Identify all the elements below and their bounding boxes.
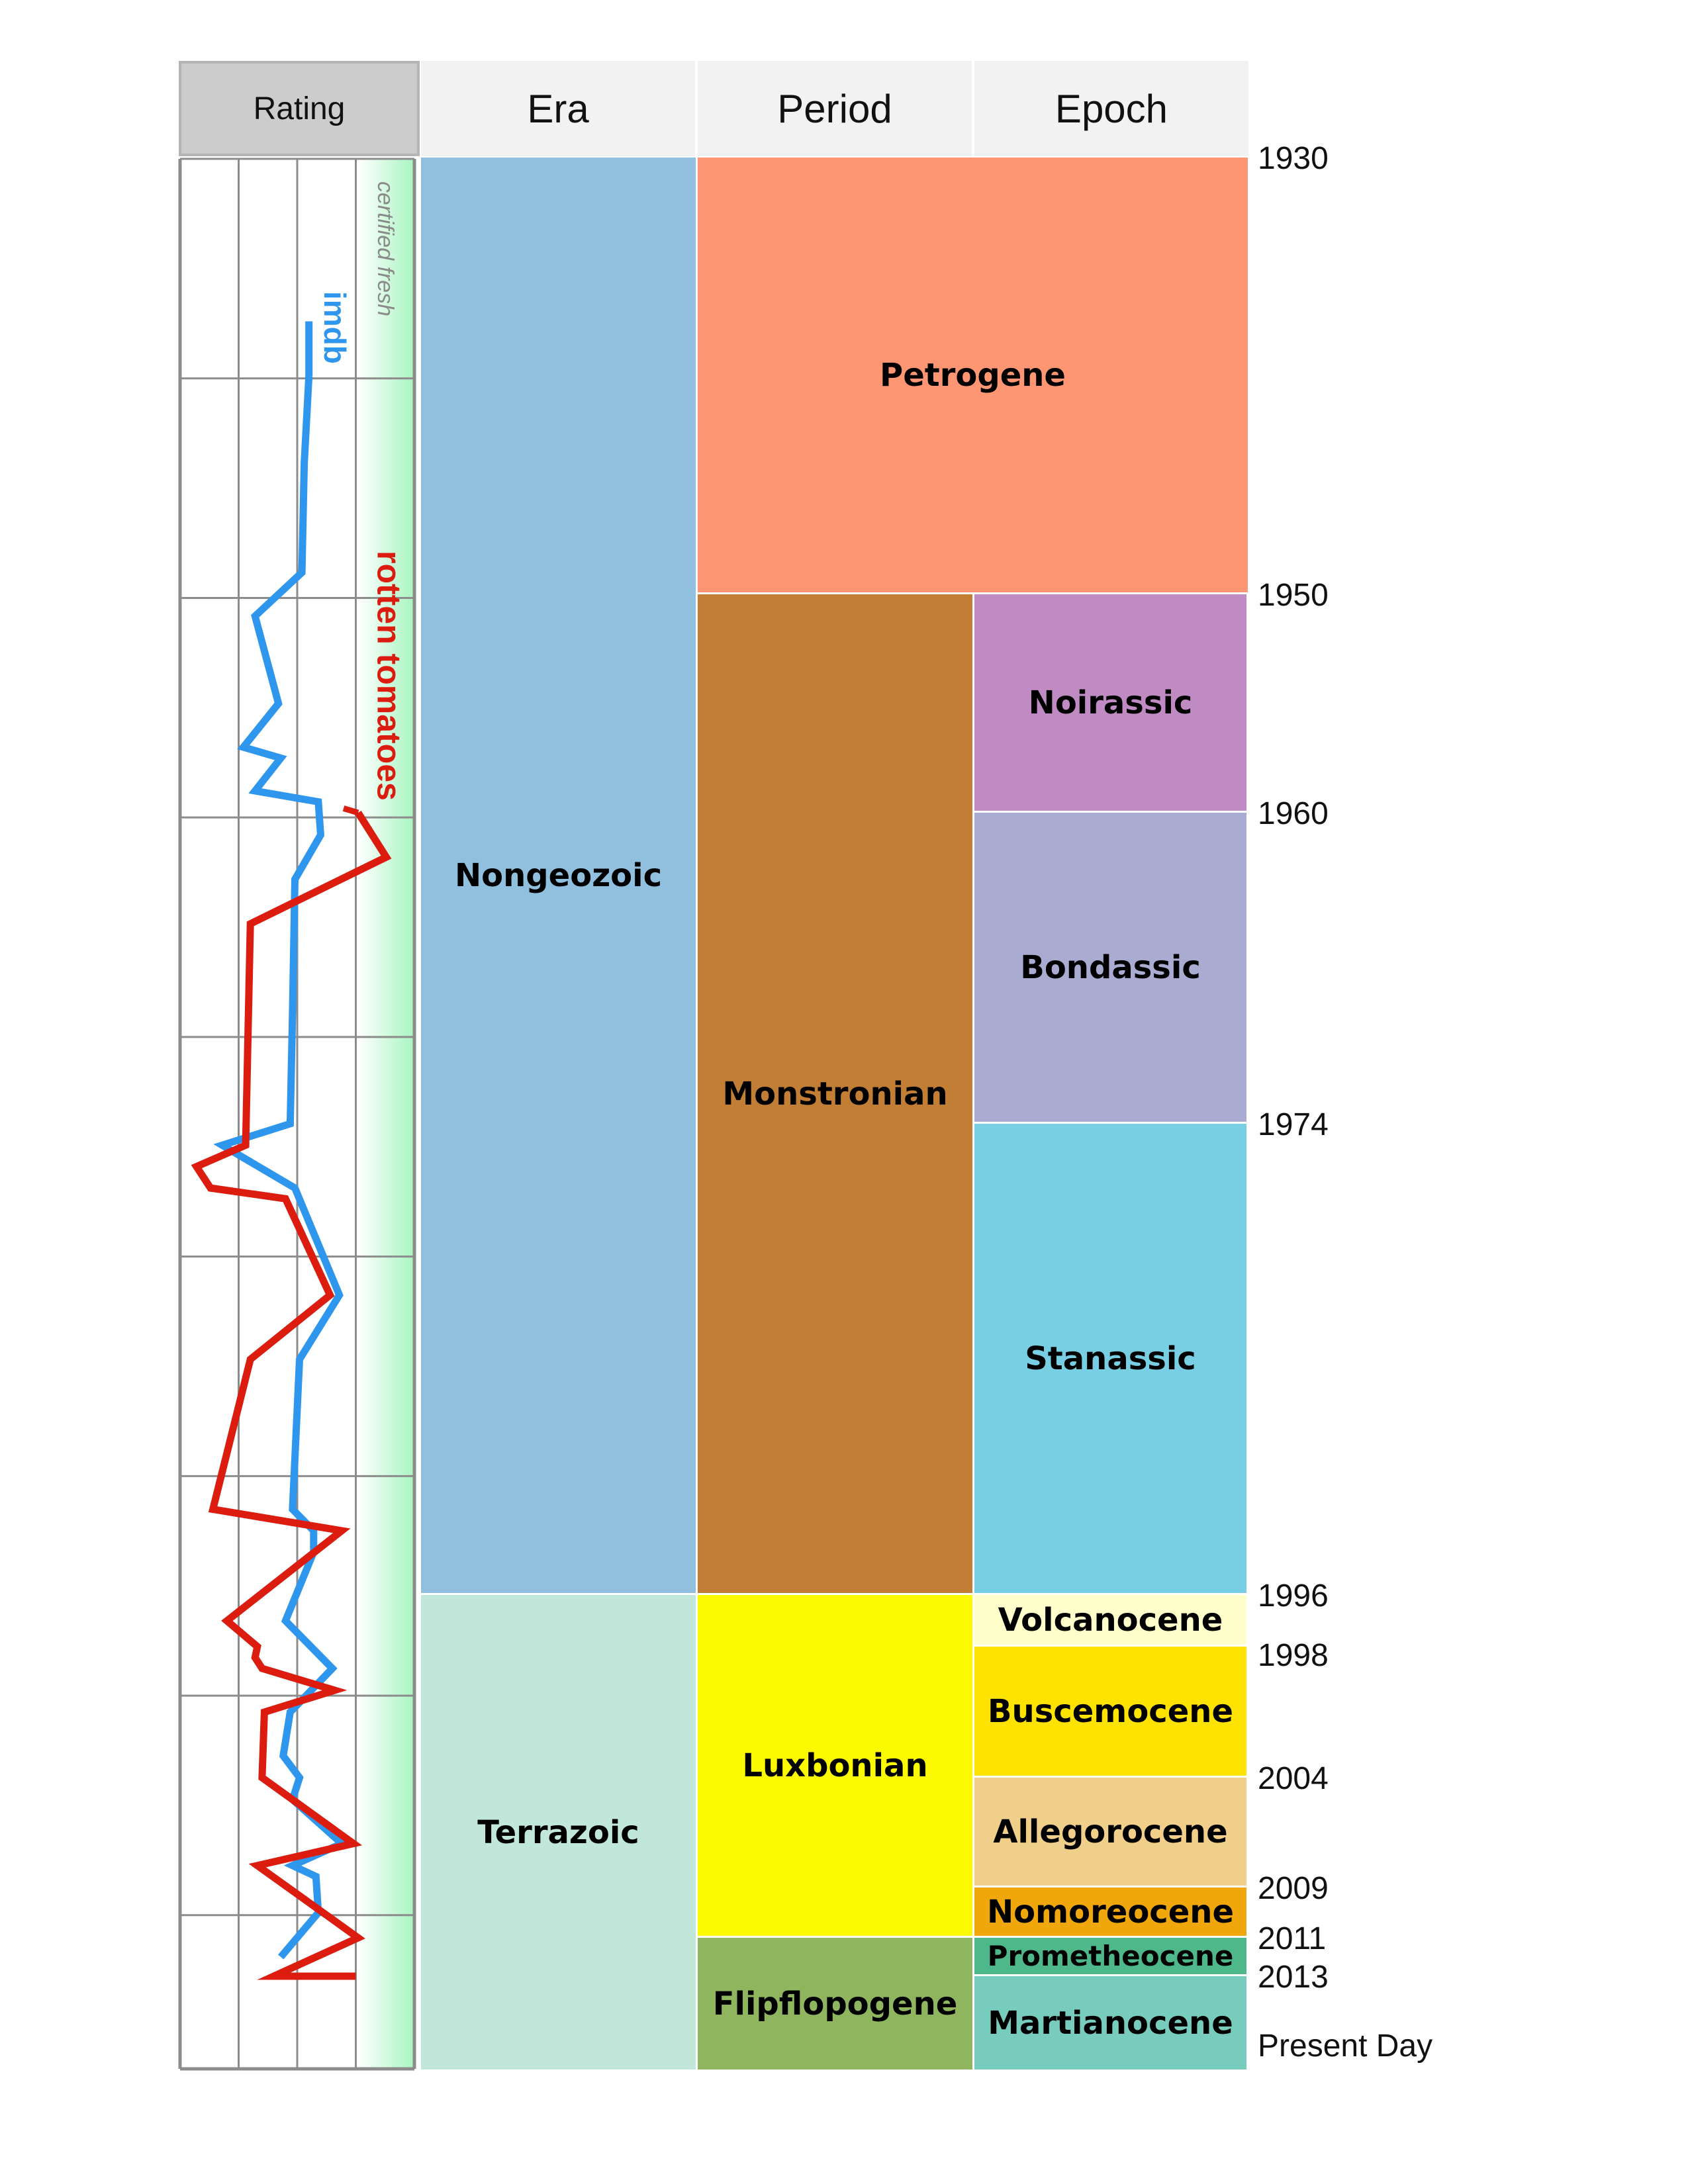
epoch-block-volcanocene: Volcanocene <box>974 1595 1248 1647</box>
rating-header: Rating <box>179 61 420 156</box>
year-label-2009: 2009 <box>1258 1871 1329 1906</box>
year-label-2011: 2011 <box>1258 1921 1327 1956</box>
imdb-line <box>213 375 349 1960</box>
rt-label-connector <box>342 805 359 816</box>
year-label-1950: 1950 <box>1258 578 1329 613</box>
year-label-2004: 2004 <box>1258 1761 1329 1796</box>
year-label-1996: 1996 <box>1258 1578 1329 1614</box>
year-label-2013: 2013 <box>1258 1960 1329 1995</box>
era-header: Era <box>421 61 695 156</box>
period-block-monstronian: Monstronian <box>698 594 974 1595</box>
year-label-1998: 1998 <box>1258 1638 1329 1673</box>
year-label-1974: 1974 <box>1258 1107 1329 1142</box>
year-label-1960: 1960 <box>1258 796 1329 831</box>
imdb-label: imdb <box>318 291 352 364</box>
epoch-block-buscemocene: Buscemocene <box>974 1647 1248 1778</box>
certified-fresh-label: certified fresh <box>373 181 398 316</box>
certified-fresh-band <box>358 159 414 2069</box>
rotten-tomatoes-label: rotten tomatoes <box>370 551 407 801</box>
rotten-tomatoes-line <box>191 811 392 1980</box>
epoch-block-martianocene: Martianocene <box>974 1976 1248 2071</box>
epoch-block-bondassic: Bondassic <box>974 813 1248 1124</box>
rating-chart: certified fresh imdb rotten tomatoes <box>178 158 416 2071</box>
epoch-block-allegorocene: Allegorocene <box>974 1778 1248 1888</box>
year-label-1930: 1930 <box>1258 141 1329 176</box>
epoch-block-stanassic: Stanassic <box>974 1124 1248 1595</box>
era-block-nongeozoic: Nongeozoic <box>421 158 698 1595</box>
epoch-header: Epoch <box>974 61 1248 156</box>
period-block-flipflopogene: Flipflopogene <box>698 1938 974 2071</box>
period-block-luxbonian: Luxbonian <box>698 1595 974 1938</box>
epoch-block-prometheocene: Prometheocene <box>974 1938 1248 1976</box>
era-block-terrazoic: Terrazoic <box>421 1595 698 2071</box>
period-header: Period <box>698 61 972 156</box>
period-block-petrogene: Petrogene <box>698 158 1250 594</box>
year-label-present-day: Present Day <box>1258 2028 1433 2064</box>
epoch-block-noirassic: Noirassic <box>974 594 1248 813</box>
epoch-block-nomoreocene: Nomoreocene <box>974 1888 1248 1938</box>
